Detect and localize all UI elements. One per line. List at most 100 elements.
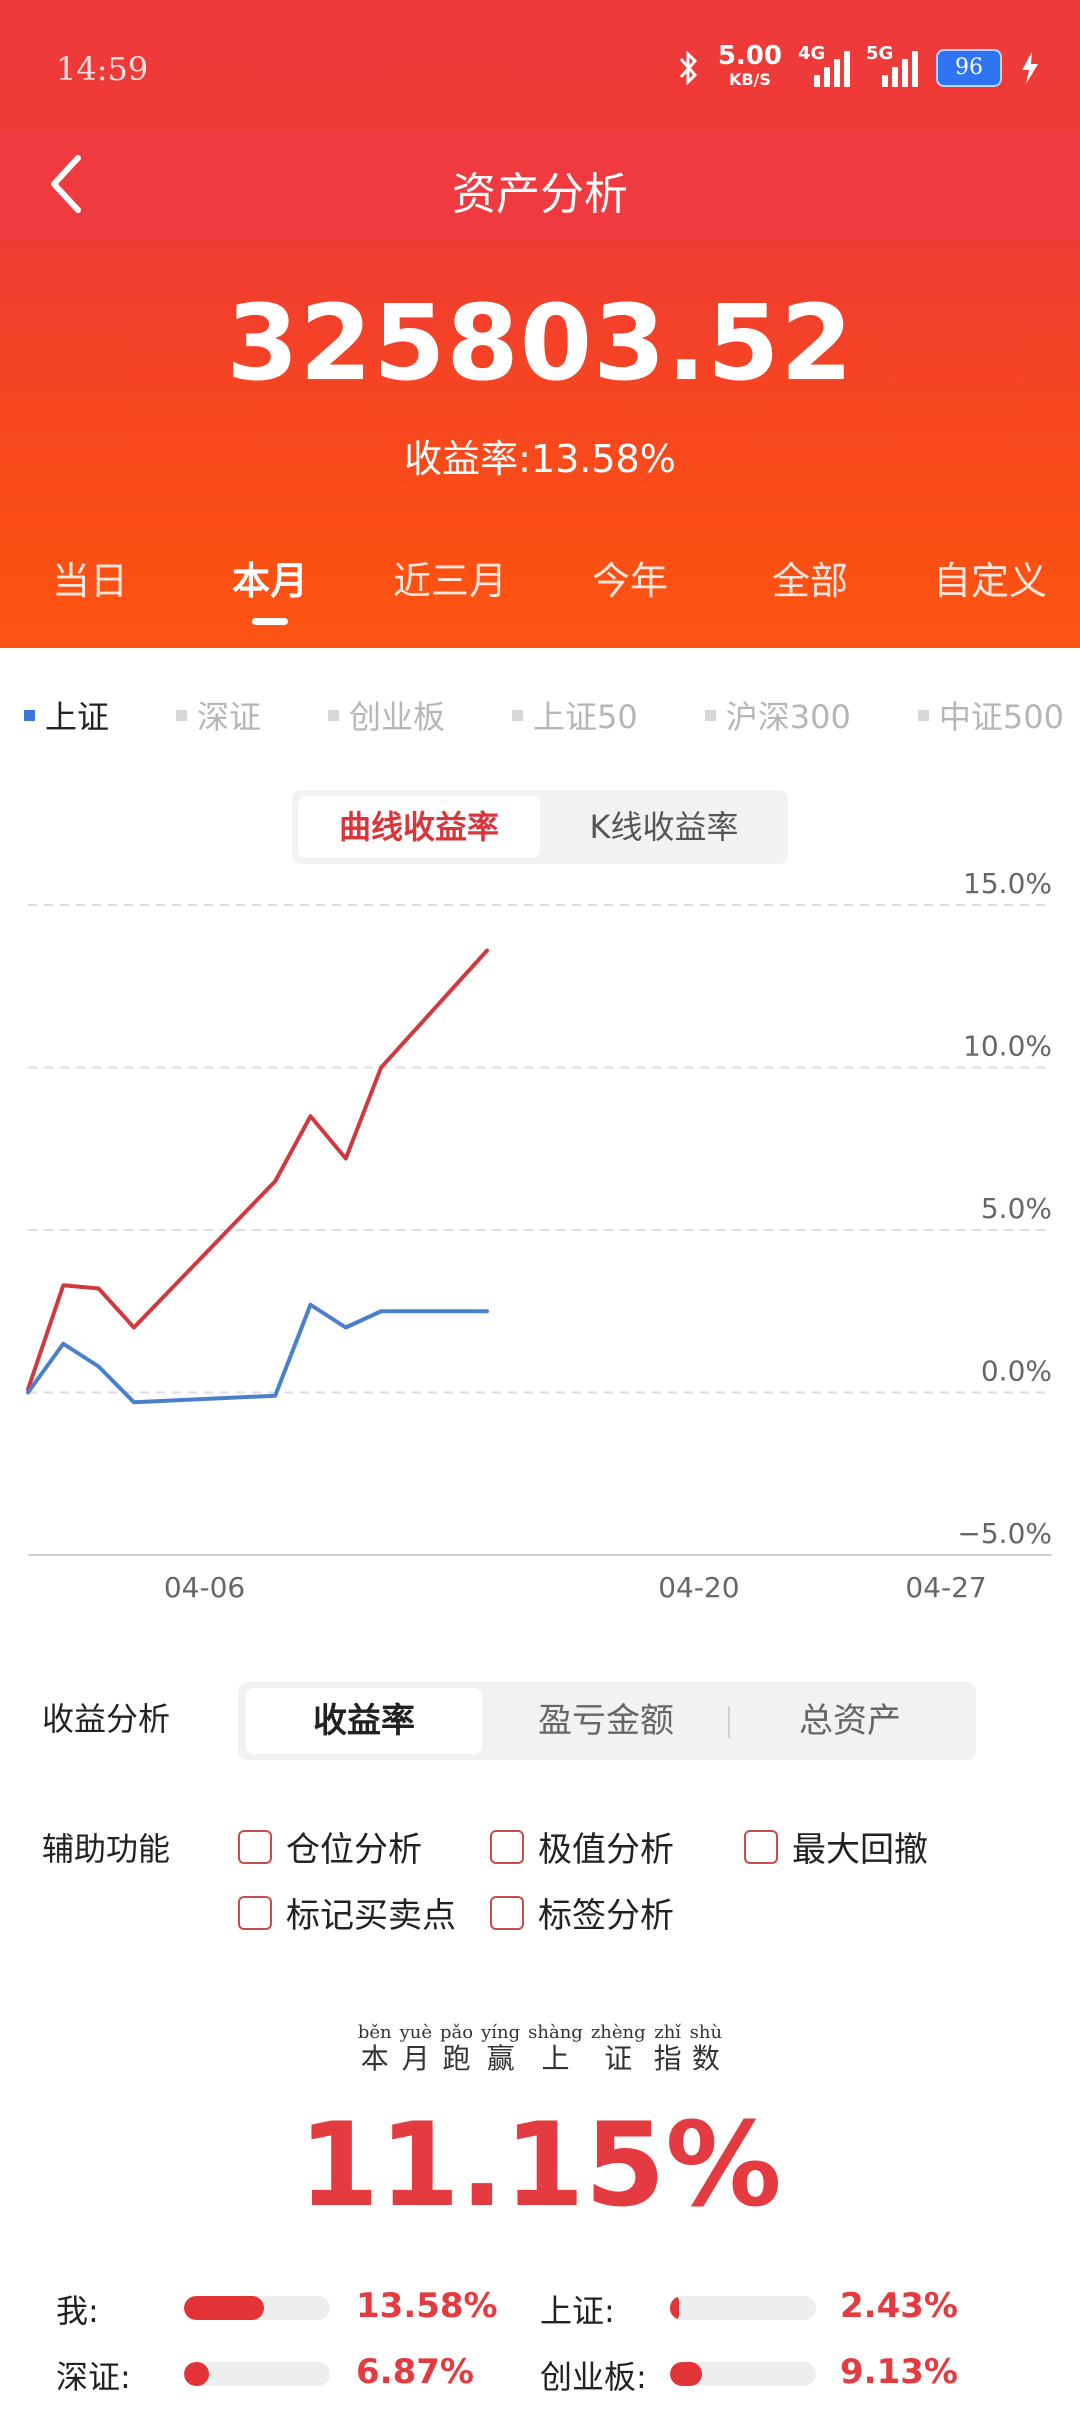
signal-bars-icon [882, 49, 918, 87]
header-background [0, 0, 1080, 648]
period-tabs: 当日 本月 近三月 今年 全部 自定义 [0, 550, 1080, 630]
checkbox-mark-trade-points[interactable]: 标记买卖点 [238, 1888, 456, 1937]
signal-5g: 5G [866, 43, 918, 87]
nav-bar: 资产分析 [0, 130, 1080, 240]
index-tab-label: 中证500 [938, 698, 1064, 736]
compare-name: 上证: [540, 2292, 615, 2330]
segment-yield-rate[interactable]: 收益率 [246, 1688, 482, 1754]
y-tick-label: 0.0% [981, 1355, 1052, 1388]
y-tick-label: −5.0% [957, 1517, 1052, 1550]
back-arrow-icon[interactable] [42, 148, 102, 218]
series-line-portfolio [26, 948, 490, 1392]
y-tick-label: 10.0% [963, 1030, 1052, 1063]
legend-square-icon [176, 709, 188, 721]
status-icons: 5.00 KB/S 4G 5G 96 [678, 41, 1040, 92]
tab-today[interactable]: 当日 [51, 559, 128, 603]
index-tabs: 上证 深证 创业板 上证50 沪深300 中证500 [24, 690, 1064, 740]
caption-char: 跑pǎo [440, 2022, 474, 2075]
compare-row-chinext: 创业板: 9.13% [540, 2352, 980, 2396]
tab-all[interactable]: 全部 [771, 559, 848, 603]
curve-yield-button[interactable]: 曲线收益率 [298, 796, 540, 858]
segment-total-assets[interactable]: 总资产 [799, 1701, 901, 1741]
network-speed-unit: KB/S [728, 70, 771, 89]
compare-bar-fill [184, 2296, 265, 2320]
compare-bar-track [184, 2362, 330, 2386]
checkbox-label: 标记买卖点 [286, 1896, 456, 1936]
compare-bar-fill [670, 2362, 703, 2386]
compare-bar-track [670, 2362, 816, 2386]
bluetooth-icon [679, 50, 697, 86]
series-line-shanghai-index [26, 1302, 490, 1405]
compare-value: 6.87% [356, 2352, 474, 2392]
checkbox-position-analysis[interactable]: 仓位分析 [238, 1822, 422, 1871]
page-title: 资产分析 [452, 169, 628, 220]
x-tick-label: 04-06 [164, 1571, 245, 1604]
legend-square-icon [328, 709, 340, 721]
index-tab-csi500[interactable]: 中证500 [917, 690, 1064, 740]
compare-bar-track [184, 2296, 330, 2320]
compare-row-shenzhen: 深证: 6.87% [56, 2352, 496, 2396]
compare-bar-fill [670, 2296, 679, 2320]
y-tick-label: 15.0% [963, 867, 1052, 900]
checkbox-label: 最大回撤 [792, 1830, 928, 1870]
compare-value: 2.43% [840, 2286, 958, 2326]
caption-char: 上shàng [528, 2022, 583, 2075]
checkbox-icon [744, 1829, 778, 1864]
x-tick-label: 04-27 [905, 1571, 986, 1604]
index-tab-csi300[interactable]: 沪深300 [704, 690, 851, 740]
checkbox-icon [238, 1829, 272, 1864]
checkbox-max-drawdown[interactable]: 最大回撤 [744, 1822, 928, 1871]
caption-char: 数shù [689, 2022, 723, 2075]
compare-row-me: 我: 13.58% [56, 2286, 498, 2330]
index-tab-chinext[interactable]: 创业板 [328, 690, 445, 740]
checkbox-tag-analysis[interactable]: 标签分析 [490, 1888, 674, 1937]
tab-last-three-months[interactable]: 近三月 [392, 559, 507, 603]
tab-this-month[interactable]: 本月 [180, 550, 360, 630]
legend-square-icon [704, 709, 716, 721]
net-label-4g: 4G [798, 43, 826, 64]
segment-profit-loss[interactable]: 盈亏金额 [538, 1701, 674, 1741]
checkbox-icon [490, 1895, 524, 1930]
yield-analysis-label: 收益分析 [42, 1700, 171, 1738]
compare-bar-fill [184, 2362, 209, 2386]
index-tab-shanghai[interactable]: 上证 [24, 690, 109, 740]
checkbox-label: 极值分析 [538, 1830, 674, 1870]
tab-this-year[interactable]: 今年 [591, 559, 668, 603]
compare-bar-track [670, 2296, 816, 2320]
yield-rate-text: 收益率:13.58% [404, 437, 676, 481]
checkbox-icon [490, 1829, 524, 1864]
index-tab-label: 创业板 [349, 698, 446, 736]
legend-square-icon [24, 709, 35, 721]
y-tick-label: 5.0% [981, 1192, 1052, 1225]
compare-name: 我: [56, 2292, 99, 2330]
net-label-5g: 5G [866, 43, 894, 64]
index-tab-shenzhen[interactable]: 深证 [176, 690, 261, 740]
status-bar: 14:59 5.00 KB/S 4G 5G 96 [0, 0, 1080, 140]
checkbox-label: 仓位分析 [286, 1830, 422, 1870]
aux-functions-label: 辅助功能 [42, 1830, 171, 1868]
beat-index-value: 11.15% [298, 2098, 782, 2233]
index-tab-sse50[interactable]: 上证50 [512, 690, 638, 740]
compare-name: 深证: [56, 2358, 131, 2396]
index-tab-label: 上证50 [533, 698, 638, 736]
signal-bars-icon [814, 49, 850, 87]
checkbox-icon [238, 1895, 272, 1930]
tab-custom[interactable]: 自定义 [932, 559, 1047, 603]
compare-value: 9.13% [840, 2352, 958, 2392]
caption-char: 本běn [357, 2022, 392, 2075]
charging-bolt-icon [1022, 52, 1038, 84]
index-tab-label: 深证 [197, 698, 262, 736]
segment-divider [728, 1706, 730, 1738]
caption-char: 月yuè [399, 2022, 433, 2075]
kline-yield-button[interactable]: K线收益率 [589, 808, 739, 846]
total-assets-value: 325803.52 [226, 282, 854, 404]
caption-char: 证zhèng [590, 2022, 646, 2075]
compare-row-shanghai: 上证: 2.43% [540, 2286, 980, 2330]
checkbox-extreme-analysis[interactable]: 极值分析 [490, 1822, 674, 1871]
index-tab-label: 上证 [45, 698, 110, 736]
network-speed-value: 5.00 [717, 41, 782, 71]
network-speed: 5.00 KB/S [717, 41, 782, 92]
status-time: 14:59 [56, 50, 149, 88]
x-tick-label: 04-20 [658, 1571, 739, 1604]
beat-index-caption: 本běn月yuè跑pǎo赢yíng上shàng证zhèng指zhǐ数shù [0, 2022, 1080, 2077]
